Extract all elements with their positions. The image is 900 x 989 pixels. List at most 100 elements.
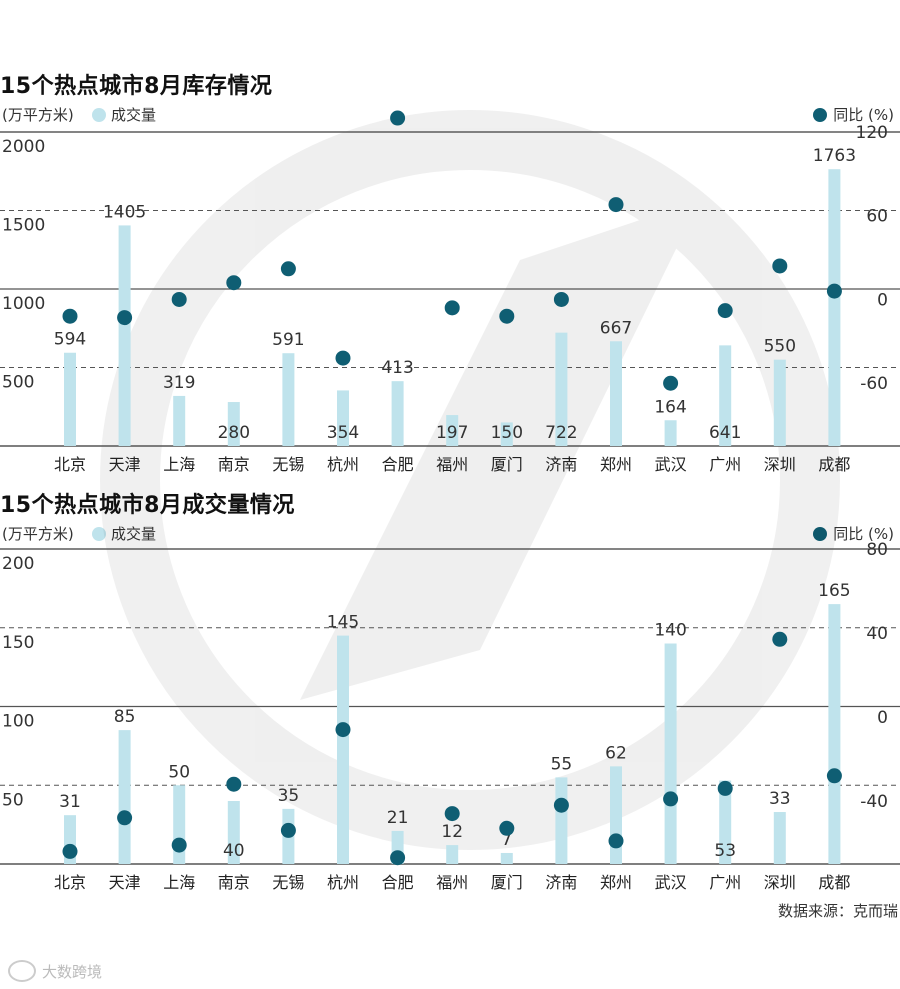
- bar: [555, 332, 568, 446]
- yoy-dot: [390, 110, 406, 126]
- legend-dot-label: 同比 (%): [833, 525, 894, 543]
- bar: [828, 169, 841, 447]
- bar-value-label: 35: [278, 786, 300, 806]
- x-category-label: 厦门: [491, 873, 523, 892]
- x-category-label: 北京: [54, 455, 86, 474]
- bar-value-label: 594: [54, 330, 86, 350]
- brand-watermark: 大数跨境: [8, 960, 102, 982]
- bar: [500, 422, 513, 446]
- yoy-dot: [499, 308, 515, 324]
- y2-tick-label: 0: [877, 290, 888, 310]
- x-category-label: 天津: [109, 455, 141, 474]
- bar: [664, 420, 677, 446]
- x-category-label: 福州: [436, 873, 468, 892]
- legend-bar-label: 成交量: [111, 106, 157, 124]
- bar-value-label: 641: [709, 423, 741, 443]
- y2-tick-label: 40: [866, 624, 888, 644]
- yoy-dot: [717, 780, 733, 796]
- x-category-label: 杭州: [327, 873, 359, 892]
- y-tick-label-left: 200: [2, 554, 34, 574]
- bar-value-label: 12: [441, 822, 463, 842]
- chart1-title: 15个热点城市8月库存情况: [0, 74, 273, 99]
- bar-value-label: 1763: [813, 146, 856, 166]
- bar-value-label: 7: [501, 830, 512, 850]
- bar-value-label: 667: [600, 318, 632, 338]
- bar: [500, 852, 513, 864]
- bar: [773, 812, 786, 864]
- x-category-label: 杭州: [327, 455, 359, 474]
- chart-transaction-volume: 50 100 150 200 -40 0 40 80 31 北京 85 天津 50 上海 40 南京 35 无锡 1…: [0, 540, 900, 892]
- bar: [118, 225, 131, 446]
- x-category-label: 广州: [709, 455, 741, 474]
- bar-value-label: 550: [764, 337, 796, 357]
- bar-value-label: 55: [551, 754, 573, 774]
- x-category-label: 上海: [163, 873, 195, 892]
- yoy-dot: [171, 837, 187, 853]
- yoy-dot: [663, 375, 679, 391]
- bar: [391, 381, 404, 446]
- bar-value-label: 21: [387, 808, 409, 828]
- yoy-dot: [117, 310, 133, 326]
- yoy-dot: [608, 833, 624, 849]
- bar: [118, 730, 131, 864]
- y-tick-label-left: 50: [2, 790, 24, 810]
- yoy-dot: [117, 810, 133, 826]
- bar: [173, 395, 186, 446]
- x-category-label: 成都: [818, 873, 850, 892]
- bar: [610, 766, 622, 864]
- brand-logo-icon: [8, 960, 36, 982]
- yoy-dot: [772, 258, 788, 274]
- bar-value-label: 197: [436, 423, 468, 443]
- bar: [64, 352, 76, 446]
- y-tick-label-left: 100: [2, 712, 34, 732]
- x-category-label: 济南: [545, 873, 577, 892]
- bar: [282, 353, 295, 446]
- yoy-dot: [62, 308, 78, 324]
- x-category-label: 天津: [109, 873, 141, 892]
- y-tick-label-left: 2000: [2, 137, 45, 157]
- yoy-dot: [444, 300, 460, 316]
- bar: [227, 402, 240, 446]
- legend-dot-swatch: [813, 526, 828, 541]
- bar-value-label: 53: [714, 841, 736, 861]
- yoy-dot: [171, 291, 187, 307]
- x-category-label: 无锡: [272, 873, 304, 892]
- bar: [446, 415, 459, 446]
- chart2-legend-dot: 同比 (%): [813, 523, 894, 544]
- yoy-dot: [499, 820, 515, 836]
- bar: [555, 777, 568, 864]
- bar-value-label: 591: [272, 330, 304, 350]
- x-category-label: 合肥: [382, 873, 414, 892]
- yoy-dot: [444, 806, 460, 822]
- bar-value-label: 164: [654, 397, 686, 417]
- yoy-dot: [826, 768, 842, 784]
- bar: [337, 390, 349, 446]
- y2-tick-label: 80: [866, 540, 888, 560]
- legend-bar-label: 成交量: [111, 525, 157, 543]
- x-category-label: 济南: [545, 455, 577, 474]
- bar: [719, 780, 732, 864]
- chart1-legend-dot: 同比 (%): [813, 104, 894, 125]
- x-category-label: 南京: [218, 455, 250, 474]
- chart2-legend-bar: 成交量: [92, 523, 156, 544]
- bar: [773, 359, 786, 446]
- bar-value-label: 50: [168, 762, 190, 782]
- yoy-dot: [335, 722, 351, 738]
- bar-value-label: 40: [223, 841, 245, 861]
- legend-dot-swatch: [813, 107, 828, 122]
- bar-value-label: 140: [654, 621, 686, 641]
- yoy-dot: [663, 791, 679, 807]
- watermark: [100, 110, 840, 850]
- x-category-label: 广州: [709, 873, 741, 892]
- y2-tick-label: 120: [856, 123, 888, 143]
- yoy-dot: [717, 303, 733, 319]
- yoy-dot: [608, 197, 624, 213]
- yoy-dot: [553, 291, 569, 307]
- chart1-legend-bar: 成交量: [92, 104, 156, 125]
- y2-tick-label: 60: [866, 207, 888, 227]
- y-tick-label-left: 500: [2, 373, 34, 393]
- yoy-dot: [226, 776, 242, 792]
- x-category-label: 成都: [818, 455, 850, 474]
- bar: [828, 604, 841, 864]
